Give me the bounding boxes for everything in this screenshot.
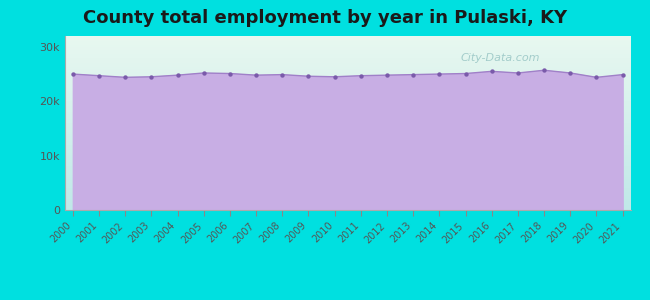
Point [330, 74, 340, 79]
Point [382, 73, 392, 78]
Point [172, 73, 183, 78]
Text: County total employment by year in Pulaski, KY: County total employment by year in Pulas… [83, 9, 567, 27]
Point [408, 72, 419, 77]
Point [94, 73, 104, 78]
Text: City-Data.com: City-Data.com [461, 53, 540, 63]
Point [565, 70, 575, 75]
Point [434, 72, 445, 76]
Point [539, 68, 549, 73]
Point [225, 71, 235, 76]
Point [592, 75, 602, 80]
Point [146, 74, 157, 79]
Point [618, 72, 628, 77]
Point [487, 69, 497, 74]
Point [277, 72, 287, 77]
Point [198, 70, 209, 75]
Point [251, 73, 261, 78]
Point [356, 73, 366, 78]
Point [460, 71, 471, 76]
Point [120, 75, 131, 80]
Point [68, 72, 78, 76]
Point [304, 74, 314, 79]
Point [513, 70, 523, 75]
